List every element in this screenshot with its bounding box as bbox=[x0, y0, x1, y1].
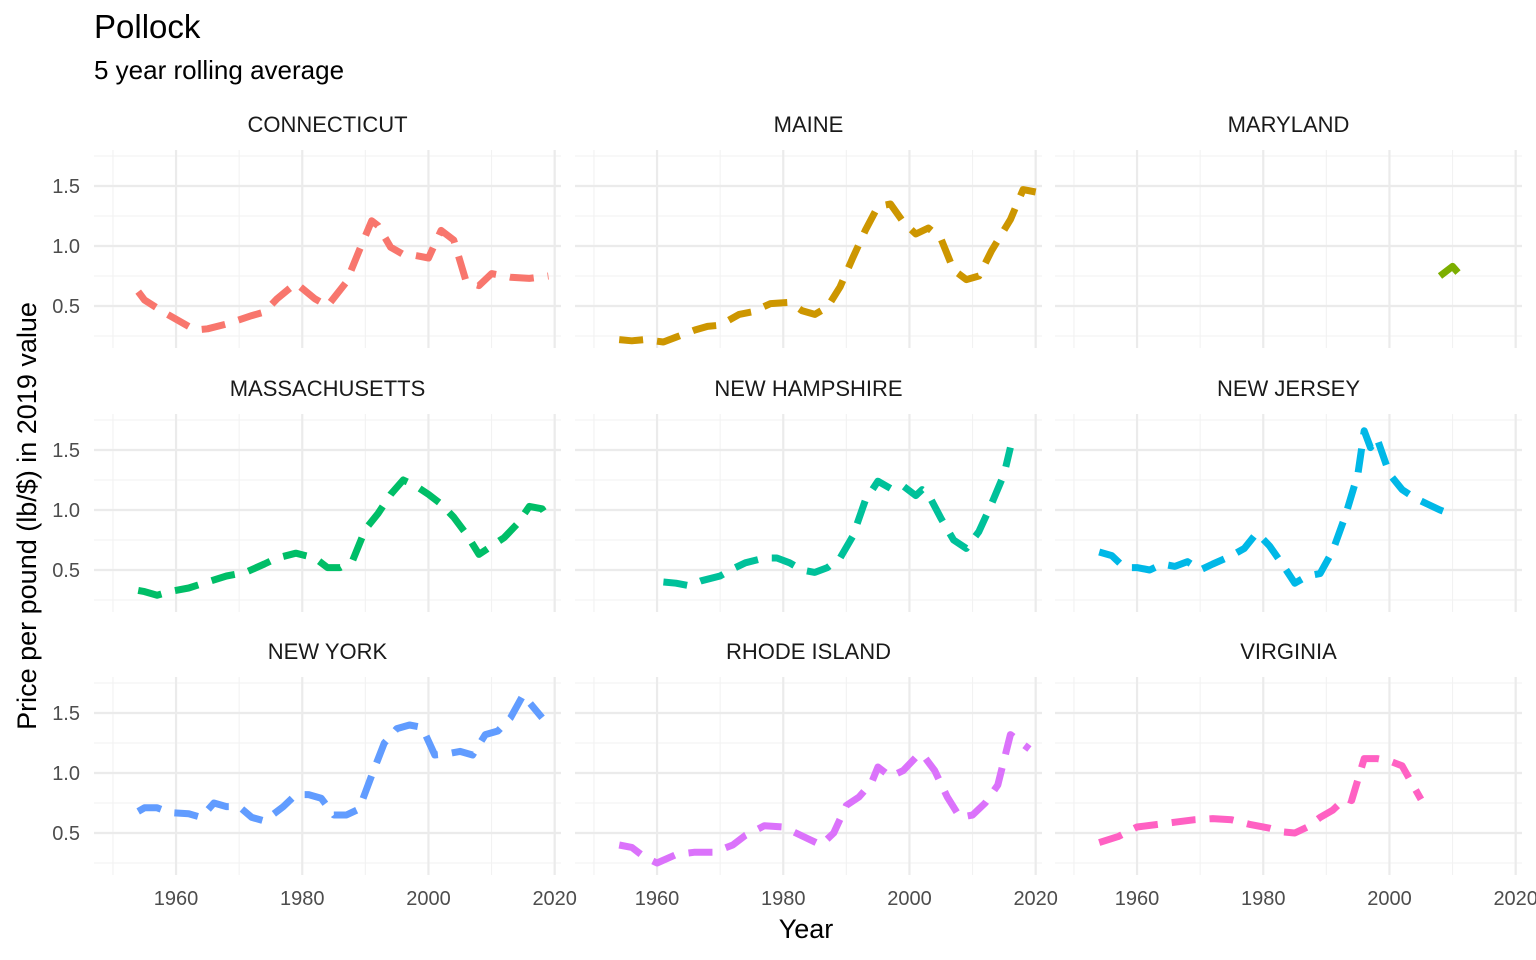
panel-connecticut: CONNECTICUT 0.5 1.0 1.5 bbox=[52, 112, 561, 348]
strip-label-massachusetts: MASSACHUSETTS bbox=[230, 376, 426, 401]
y-tick-label: 1.5 bbox=[52, 176, 80, 198]
facet-panels: CONNECTICUT 0.5 1.0 1.5 MAINE MARYLAND MASSACH… bbox=[52, 112, 1536, 910]
chart-title: Pollock bbox=[94, 8, 201, 45]
x-tick-label: 1980 bbox=[280, 888, 325, 910]
strip-label-virginia: VIRGINIA bbox=[1240, 639, 1337, 664]
series-line-new-hampshire bbox=[663, 446, 1014, 590]
y-tick-label: 0.5 bbox=[52, 296, 80, 318]
x-tick-label: 2000 bbox=[1367, 888, 1412, 910]
strip-label-maryland: MARYLAND bbox=[1228, 112, 1350, 137]
y-tick-label: 1.5 bbox=[52, 440, 80, 462]
x-tick-label: 2000 bbox=[406, 888, 451, 910]
y-tick-label: 1.0 bbox=[52, 236, 80, 258]
x-tick-label: 2020 bbox=[1493, 888, 1536, 910]
y-tick-label: 1.5 bbox=[52, 703, 80, 725]
y-axis-title: Price per pound (lb/$) in 2019 value bbox=[12, 302, 42, 730]
y-tick-label: 1.0 bbox=[52, 500, 80, 522]
strip-label-new-hampshire: NEW HAMPSHIRE bbox=[714, 376, 902, 401]
y-tick-label: 0.5 bbox=[52, 560, 80, 582]
strip-label-maine: MAINE bbox=[774, 112, 844, 137]
x-tick-label: 2020 bbox=[532, 888, 577, 910]
series-line-virginia bbox=[1098, 755, 1425, 846]
panel-rhode-island: RHODE ISLAND 1960 1980 2000 2020 bbox=[575, 639, 1058, 910]
x-tick-label: 1960 bbox=[1115, 888, 1160, 910]
panel-maryland: MARYLAND bbox=[1055, 112, 1522, 348]
strip-label-rhode-island: RHODE ISLAND bbox=[726, 639, 891, 664]
series-line-maine bbox=[618, 186, 1037, 346]
panel-virginia: VIRGINIA 1960 1980 2000 2020 bbox=[1055, 639, 1536, 910]
x-tick-label: 1980 bbox=[1241, 888, 1286, 910]
series-line-new-jersey bbox=[1098, 427, 1454, 587]
series-line-rhode-island bbox=[618, 731, 1032, 867]
strip-label-new-york: NEW YORK bbox=[268, 639, 388, 664]
series-line-connecticut bbox=[135, 217, 549, 334]
y-tick-label: 1.0 bbox=[52, 763, 80, 785]
panel-massachusetts: MASSACHUSETTS 0.5 1.0 1.5 bbox=[52, 376, 561, 612]
chart-subtitle: 5 year rolling average bbox=[94, 55, 344, 85]
x-tick-label: 1960 bbox=[635, 888, 680, 910]
y-tick-label: 0.5 bbox=[52, 823, 80, 845]
x-tick-label: 2020 bbox=[1013, 888, 1058, 910]
x-tick-label: 1960 bbox=[154, 888, 199, 910]
strip-label-new-jersey: NEW JERSEY bbox=[1217, 376, 1360, 401]
series-line-massachusetts bbox=[137, 476, 552, 599]
strip-label-connecticut: CONNECTICUT bbox=[247, 112, 407, 137]
x-axis-title: Year bbox=[779, 914, 834, 944]
series-line-new-york bbox=[136, 691, 545, 825]
panel-new-york: NEW YORK 0.5 1.0 1.5 1960 1980 2000 2020 bbox=[52, 639, 577, 910]
panel-maine: MAINE bbox=[575, 112, 1042, 348]
panel-new-hampshire: NEW HAMPSHIRE bbox=[575, 376, 1042, 612]
series-line-maryland bbox=[1437, 262, 1468, 284]
x-tick-label: 1980 bbox=[761, 888, 806, 910]
panel-new-jersey: NEW JERSEY bbox=[1055, 376, 1522, 612]
x-tick-label: 2000 bbox=[887, 888, 932, 910]
